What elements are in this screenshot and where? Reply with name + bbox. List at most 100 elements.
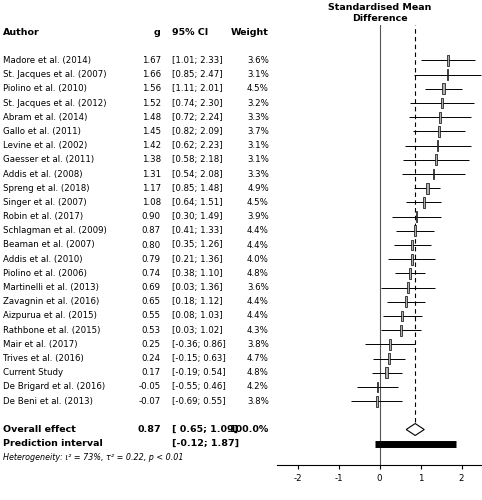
Text: [1.11; 2.01]: [1.11; 2.01] bbox=[172, 84, 223, 94]
Polygon shape bbox=[406, 424, 424, 436]
Text: 3.9%: 3.9% bbox=[247, 212, 269, 221]
Bar bbox=[411, 240, 414, 250]
Text: Gaesser et al. (2011): Gaesser et al. (2011) bbox=[3, 156, 94, 164]
Text: Abram et al. (2014): Abram et al. (2014) bbox=[3, 113, 87, 122]
Text: Author: Author bbox=[3, 28, 40, 36]
Text: [-0.15; 0.63]: [-0.15; 0.63] bbox=[172, 354, 226, 363]
Text: Addis et al. (2010): Addis et al. (2010) bbox=[3, 254, 82, 264]
Text: [0.85; 1.48]: [0.85; 1.48] bbox=[172, 184, 223, 192]
Text: Levine et al. (2002): Levine et al. (2002) bbox=[3, 141, 87, 150]
Text: [0.62; 2.23]: [0.62; 2.23] bbox=[172, 141, 223, 150]
Text: 3.3%: 3.3% bbox=[247, 170, 269, 178]
Text: Rathbone et al. (2015): Rathbone et al. (2015) bbox=[3, 326, 100, 334]
Text: [-0.69; 0.55]: [-0.69; 0.55] bbox=[172, 396, 226, 406]
Bar bbox=[440, 112, 441, 122]
Text: 1.67: 1.67 bbox=[142, 56, 161, 65]
Text: 3.1%: 3.1% bbox=[247, 70, 269, 79]
Text: Piolino et al. (2006): Piolino et al. (2006) bbox=[3, 269, 87, 278]
Text: Martinelli et al. (2013): Martinelli et al. (2013) bbox=[3, 283, 99, 292]
Text: 1.52: 1.52 bbox=[142, 98, 161, 108]
Text: De Beni et al. (2013): De Beni et al. (2013) bbox=[3, 396, 93, 406]
Text: 0.53: 0.53 bbox=[142, 326, 161, 334]
Bar bbox=[447, 70, 448, 80]
Text: [0.08; 1.03]: [0.08; 1.03] bbox=[172, 312, 223, 320]
Text: 4.2%: 4.2% bbox=[247, 382, 269, 392]
Text: 0.80: 0.80 bbox=[142, 240, 161, 250]
Text: 3.6%: 3.6% bbox=[247, 283, 269, 292]
Text: Robin et al. (2017): Robin et al. (2017) bbox=[3, 212, 83, 221]
Text: 4.4%: 4.4% bbox=[247, 226, 269, 235]
Text: 0.25: 0.25 bbox=[142, 340, 161, 349]
Text: 0.87: 0.87 bbox=[142, 226, 161, 235]
Text: [0.72; 2.24]: [0.72; 2.24] bbox=[172, 113, 223, 122]
Text: [0.38; 1.10]: [0.38; 1.10] bbox=[172, 269, 223, 278]
Bar bbox=[376, 396, 377, 406]
Text: 0.24: 0.24 bbox=[142, 354, 161, 363]
Bar bbox=[388, 353, 390, 364]
Text: [0.64; 1.51]: [0.64; 1.51] bbox=[172, 198, 223, 207]
Text: [0.35; 1.26]: [0.35; 1.26] bbox=[172, 240, 223, 250]
Text: [-0.55; 0.46]: [-0.55; 0.46] bbox=[172, 382, 226, 392]
Text: [0.82; 2.09]: [0.82; 2.09] bbox=[172, 127, 222, 136]
Text: 4.0%: 4.0% bbox=[247, 254, 269, 264]
Title: Standardised Mean
Difference: Standardised Mean Difference bbox=[328, 2, 431, 23]
Text: Madore et al. (2014): Madore et al. (2014) bbox=[3, 56, 91, 65]
Text: Addis et al. (2008): Addis et al. (2008) bbox=[3, 170, 82, 178]
Text: 3.1%: 3.1% bbox=[247, 156, 269, 164]
Text: [0.41; 1.33]: [0.41; 1.33] bbox=[172, 226, 223, 235]
Text: 95% CI: 95% CI bbox=[172, 28, 208, 36]
Text: 1.45: 1.45 bbox=[142, 127, 161, 136]
Text: 4.5%: 4.5% bbox=[247, 198, 269, 207]
Text: 4.4%: 4.4% bbox=[247, 312, 269, 320]
Bar bbox=[441, 98, 442, 108]
Text: Schlagman et al. (2009): Schlagman et al. (2009) bbox=[3, 226, 107, 235]
Text: Singer et al. (2007): Singer et al. (2007) bbox=[3, 198, 86, 207]
Text: [0.54; 2.08]: [0.54; 2.08] bbox=[172, 170, 223, 178]
Text: [0.03; 1.02]: [0.03; 1.02] bbox=[172, 326, 223, 334]
Text: Aizpurua et al. (2015): Aizpurua et al. (2015) bbox=[3, 312, 97, 320]
Text: [0.21; 1.36]: [0.21; 1.36] bbox=[172, 254, 223, 264]
Text: Current Study: Current Study bbox=[3, 368, 63, 377]
Text: g: g bbox=[154, 28, 161, 36]
Text: [ 0.65; 1.09]: [ 0.65; 1.09] bbox=[172, 425, 238, 434]
Text: 100.0%: 100.0% bbox=[229, 425, 269, 434]
Text: 3.3%: 3.3% bbox=[247, 113, 269, 122]
Bar bbox=[386, 368, 388, 378]
Text: [0.03; 1.36]: [0.03; 1.36] bbox=[172, 283, 223, 292]
Text: 1.17: 1.17 bbox=[142, 184, 161, 192]
Text: [0.30; 1.49]: [0.30; 1.49] bbox=[172, 212, 222, 221]
Bar bbox=[401, 325, 402, 336]
Bar bbox=[435, 154, 437, 165]
Text: 4.4%: 4.4% bbox=[247, 298, 269, 306]
Text: Heterogeneity: ι² = 73%, τ² = 0.22, p < 0.01: Heterogeneity: ι² = 73%, τ² = 0.22, p < … bbox=[3, 454, 183, 462]
Text: Mair et al. (2017): Mair et al. (2017) bbox=[3, 340, 77, 349]
Text: 4.9%: 4.9% bbox=[247, 184, 269, 192]
Bar bbox=[405, 296, 407, 307]
Text: De Brigard et al. (2016): De Brigard et al. (2016) bbox=[3, 382, 105, 392]
Text: 0.17: 0.17 bbox=[142, 368, 161, 377]
Bar bbox=[415, 211, 417, 222]
Text: [1.01; 2.33]: [1.01; 2.33] bbox=[172, 56, 223, 65]
Bar bbox=[411, 254, 413, 264]
Bar bbox=[432, 168, 434, 179]
Text: [-0.36; 0.86]: [-0.36; 0.86] bbox=[172, 340, 226, 349]
Text: 3.2%: 3.2% bbox=[247, 98, 269, 108]
Text: 0.55: 0.55 bbox=[142, 312, 161, 320]
Text: Weight: Weight bbox=[231, 28, 269, 36]
Bar bbox=[389, 339, 391, 349]
Text: [0.58; 2.18]: [0.58; 2.18] bbox=[172, 156, 223, 164]
Text: 3.1%: 3.1% bbox=[247, 141, 269, 150]
Text: -0.07: -0.07 bbox=[138, 396, 161, 406]
Text: 1.08: 1.08 bbox=[142, 198, 161, 207]
Text: 0.79: 0.79 bbox=[142, 254, 161, 264]
Text: [0.74; 2.30]: [0.74; 2.30] bbox=[172, 98, 223, 108]
Bar bbox=[414, 226, 416, 236]
Text: 1.42: 1.42 bbox=[142, 141, 161, 150]
Bar bbox=[442, 84, 444, 94]
Text: Prediction interval: Prediction interval bbox=[3, 439, 103, 448]
Text: 3.8%: 3.8% bbox=[247, 340, 269, 349]
Text: 3.6%: 3.6% bbox=[247, 56, 269, 65]
Bar bbox=[401, 310, 403, 322]
Text: St. Jacques et al. (2007): St. Jacques et al. (2007) bbox=[3, 70, 106, 79]
Text: 1.31: 1.31 bbox=[142, 170, 161, 178]
